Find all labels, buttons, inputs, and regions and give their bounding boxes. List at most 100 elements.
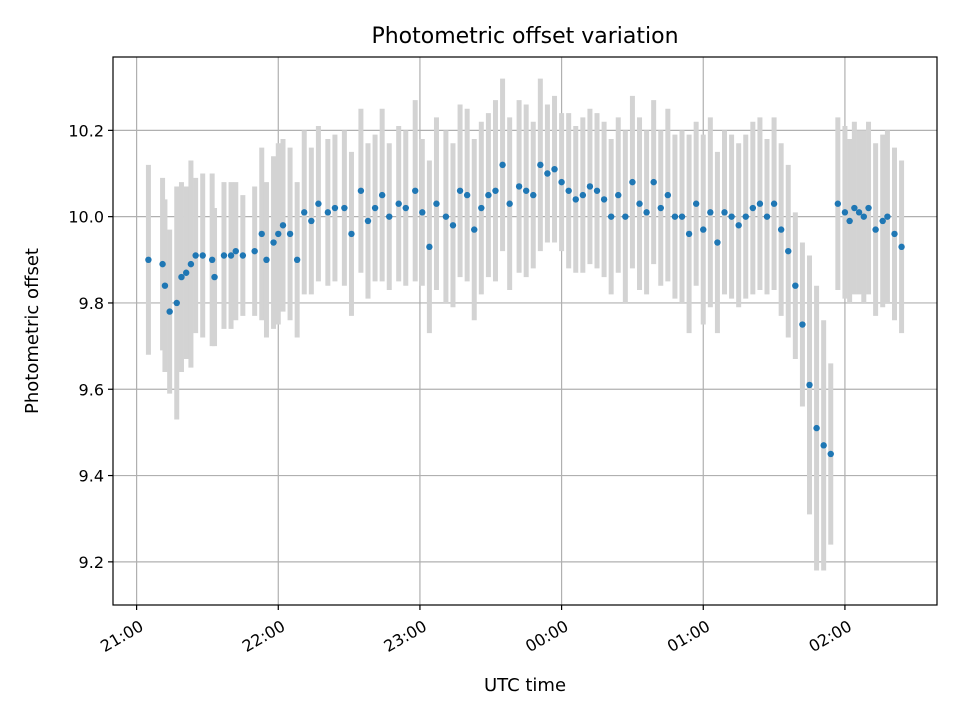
data-point <box>456 187 464 194</box>
data-point <box>419 209 426 216</box>
data-point <box>785 247 792 255</box>
data-point <box>227 252 235 259</box>
data-point <box>182 269 190 276</box>
data-point <box>813 424 820 432</box>
data-point <box>820 442 827 449</box>
data-point <box>551 165 558 173</box>
data-point <box>770 200 778 207</box>
data-point <box>395 200 402 207</box>
data-point <box>357 187 365 194</box>
data-point <box>341 204 348 212</box>
data-point <box>232 247 239 255</box>
data-point <box>891 230 898 238</box>
data-point <box>865 204 872 212</box>
data-point <box>714 239 721 246</box>
data-point <box>275 230 282 238</box>
data-point <box>615 191 622 199</box>
data-point <box>742 213 749 220</box>
data-point <box>220 252 228 259</box>
data-point <box>315 200 322 207</box>
data-point <box>846 217 853 225</box>
data-point <box>657 204 664 212</box>
data-point <box>851 204 858 212</box>
data-point <box>166 308 173 315</box>
data-point <box>664 191 672 199</box>
data-point <box>178 273 185 281</box>
data-point <box>678 213 686 220</box>
data-point <box>263 256 270 264</box>
y-tick-label: 9.2 <box>79 553 104 572</box>
data-points <box>145 161 905 458</box>
data-point <box>378 191 386 199</box>
data-point <box>841 209 849 216</box>
data-point <box>898 243 905 251</box>
data-point <box>211 273 218 281</box>
x-axis-label: UTC time <box>484 675 566 696</box>
data-point <box>763 213 771 220</box>
data-point <box>884 213 891 220</box>
data-point <box>412 187 419 194</box>
y-tick-label: 9.8 <box>79 294 104 313</box>
data-point <box>433 200 440 207</box>
data-point <box>593 187 601 194</box>
data-point <box>187 260 195 268</box>
data-point <box>579 191 587 199</box>
data-point <box>622 213 629 220</box>
data-point <box>600 196 608 203</box>
chart-title: Photometric offset variation <box>371 24 678 49</box>
data-point <box>879 217 886 225</box>
data-point <box>371 204 379 212</box>
data-point <box>586 183 594 190</box>
data-point <box>565 187 572 194</box>
data-point <box>692 200 700 207</box>
data-point <box>308 217 315 225</box>
data-point <box>834 200 842 207</box>
data-point <box>728 213 735 220</box>
data-point <box>293 256 301 264</box>
data-point <box>386 213 393 220</box>
data-point <box>872 226 879 233</box>
data-point <box>239 252 247 259</box>
data-point <box>485 191 492 199</box>
data-point <box>700 226 707 233</box>
data-point <box>173 299 180 307</box>
data-point <box>364 217 372 225</box>
data-point <box>855 209 863 216</box>
data-point <box>324 209 332 216</box>
data-point <box>348 230 355 238</box>
data-point <box>492 187 499 194</box>
data-point <box>530 191 537 199</box>
data-point <box>792 282 799 289</box>
data-point <box>671 213 679 220</box>
data-point <box>558 178 565 186</box>
data-point <box>707 209 714 216</box>
data-point <box>286 230 294 238</box>
data-point <box>426 243 433 251</box>
y-axis-label: Photometric offset <box>22 248 43 414</box>
data-point <box>192 252 199 259</box>
data-point <box>199 252 206 259</box>
data-point <box>301 209 308 216</box>
data-point <box>749 204 757 212</box>
data-point <box>572 196 579 203</box>
data-point <box>515 183 523 190</box>
data-point <box>607 213 615 220</box>
data-point <box>860 213 868 220</box>
data-point <box>499 161 506 169</box>
data-point <box>161 282 169 289</box>
data-point <box>471 226 478 233</box>
data-point <box>506 200 513 207</box>
data-point <box>270 239 277 246</box>
y-tick-label: 9.6 <box>79 380 104 399</box>
y-tick-label: 9.4 <box>79 467 104 486</box>
data-point <box>806 381 813 389</box>
data-point <box>279 222 287 229</box>
data-point <box>251 247 258 255</box>
data-point <box>735 222 742 229</box>
data-point <box>650 178 657 186</box>
data-point <box>629 178 636 186</box>
data-point <box>145 256 152 264</box>
data-point <box>636 200 643 207</box>
data-point <box>537 161 544 169</box>
